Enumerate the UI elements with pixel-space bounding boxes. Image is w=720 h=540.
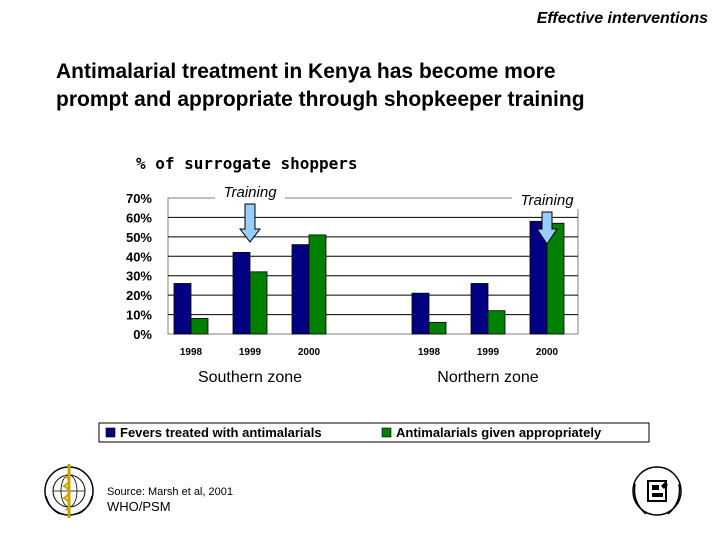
training-label-bg — [215, 182, 285, 201]
y-tick-label: 0% — [133, 327, 152, 342]
bar-given-appropriately — [308, 234, 327, 335]
bar-given-appropriately — [428, 321, 447, 335]
chart-y-title: % of surrogate shoppers — [136, 154, 358, 173]
legend-label: Fevers treated with antimalarials — [120, 425, 322, 440]
zone-label: Northern zone — [437, 369, 538, 386]
bar-given-appropriately — [190, 318, 209, 335]
training-arrow — [238, 203, 262, 243]
y-tick-label: 10% — [126, 308, 152, 323]
who-emblem-icon — [44, 464, 94, 518]
training-label: Training — [520, 192, 574, 209]
x-tick-label: 1999 — [477, 347, 500, 358]
bar-fevers-treated — [470, 283, 489, 335]
y-tick-label: 60% — [126, 210, 152, 225]
x-tick-label: 2000 — [298, 347, 321, 358]
y-tick-label: 30% — [126, 269, 152, 284]
y-tick-label: 20% — [126, 288, 152, 303]
training-label: Training — [223, 184, 277, 201]
bar-fevers-treated — [232, 251, 251, 335]
bar-given-appropriately — [249, 271, 268, 335]
bar-fevers-treated — [411, 292, 430, 335]
zone-label: Southern zone — [198, 369, 302, 386]
bar-given-appropriately — [487, 310, 506, 335]
un-emblem-icon — [632, 466, 682, 516]
legend-swatch — [381, 427, 392, 438]
x-tick-label: 1999 — [239, 347, 262, 358]
bar-fevers-treated — [173, 283, 192, 335]
training-arrow — [536, 211, 558, 245]
legend-swatch — [105, 427, 116, 438]
slide-title-line-2: prompt and appropriate through shopkeepe… — [56, 88, 585, 111]
y-tick-label: 70% — [126, 191, 152, 206]
y-tick-label: 50% — [126, 230, 152, 245]
bar-given-appropriately — [546, 222, 565, 335]
y-tick-label: 40% — [126, 249, 152, 264]
x-tick-label: 1998 — [180, 347, 203, 358]
header-tag: Effective interventions — [536, 10, 708, 27]
bar-fevers-treated — [291, 244, 310, 335]
training-label-bg — [512, 190, 582, 209]
x-tick-label: 1998 — [418, 347, 441, 358]
slide-title-line-1: Antimalarial treatment in Kenya has beco… — [56, 60, 556, 83]
organization-label: WHO/PSM — [107, 499, 171, 514]
plot-area — [167, 197, 579, 335]
legend-label: Antimalarials given appropriately — [396, 425, 602, 440]
slide-title: Antimalarial treatment in Kenya has beco… — [56, 58, 696, 114]
source-note: Source: Marsh et al, 2001 — [107, 486, 233, 498]
x-tick-label: 2000 — [536, 347, 559, 358]
legend-box — [98, 422, 650, 443]
